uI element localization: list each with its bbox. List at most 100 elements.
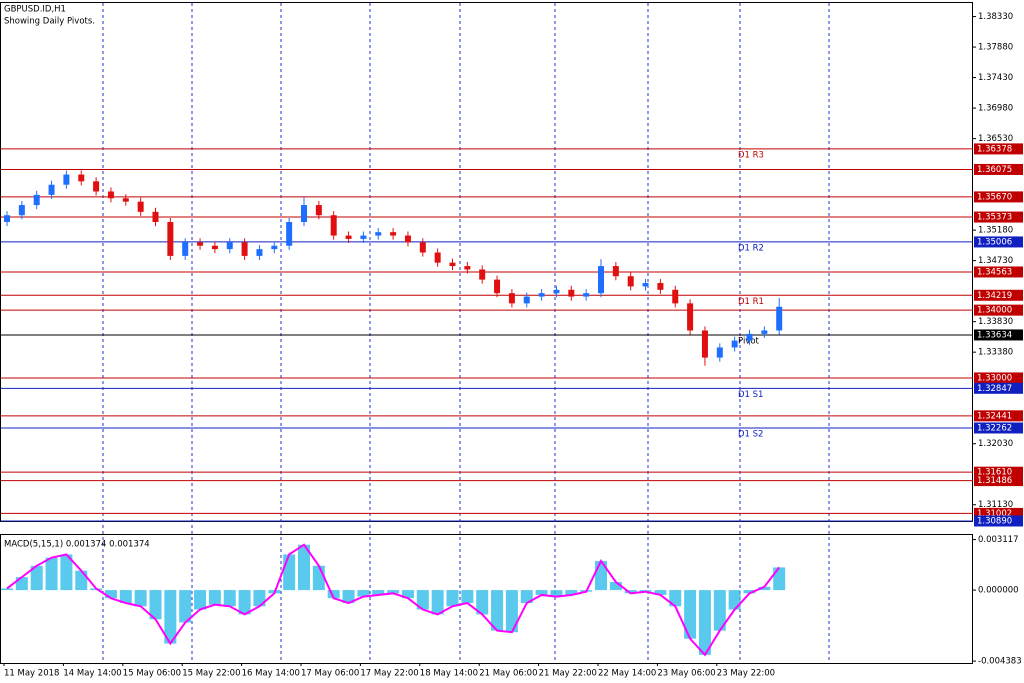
- price-tag: [974, 515, 1023, 527]
- macd-bar: [698, 590, 711, 655]
- candle-body: [33, 194, 40, 206]
- price-tag: [974, 372, 1023, 384]
- price-tag: [974, 143, 1023, 155]
- macd-bar: [773, 567, 786, 591]
- macd-bar: [45, 557, 58, 591]
- macd-bar: [238, 590, 251, 615]
- macd-bar: [461, 590, 474, 604]
- price-tag-label: 1.33000: [977, 373, 1012, 383]
- candle-body: [48, 184, 55, 195]
- price-tag-label: 1.30890: [977, 517, 1012, 527]
- x-tick-label: 11 May 2018: [4, 669, 59, 679]
- candle-body: [716, 347, 723, 358]
- macd-bar: [75, 570, 88, 591]
- macd-bar: [520, 590, 533, 604]
- macd-bar: [194, 590, 207, 610]
- macd-bar: [223, 590, 236, 607]
- pivot-name: D1 R3: [738, 150, 764, 160]
- candle-body: [152, 211, 159, 222]
- pivot-name: D1 S2: [738, 429, 763, 439]
- chart-title: GBPUSD.ID,H1: [4, 5, 66, 15]
- y-tick-label: 1.33830: [978, 317, 1013, 327]
- candle-body: [583, 293, 590, 297]
- candle-body: [776, 306, 783, 331]
- x-tick-label: 23 May 06:00: [657, 669, 715, 679]
- y-tick-label: 1.35180: [978, 226, 1013, 236]
- macd-bar: [164, 590, 177, 644]
- macd-bar: [283, 554, 296, 591]
- macd-bar: [357, 590, 370, 597]
- y-tick-label: 1.36980: [978, 104, 1013, 114]
- candle-body: [122, 198, 129, 202]
- macd-bar: [535, 590, 548, 595]
- price-tag: [974, 329, 1023, 341]
- candle-body: [508, 293, 515, 304]
- macd-bar: [253, 590, 266, 607]
- pivot-name: Pivot: [738, 336, 760, 346]
- pivot-name: D1 S1: [738, 390, 763, 400]
- macd-label: MACD(5,15,1) 0.001374 0.001374: [4, 540, 150, 550]
- x-tick-label: 15 May 22:00: [182, 669, 240, 679]
- candle-body: [568, 289, 575, 297]
- candle-body: [345, 235, 352, 239]
- price-tag-label: 1.36075: [977, 165, 1012, 175]
- candle-body: [687, 303, 694, 331]
- x-tick-label: 17 May 22:00: [360, 669, 418, 679]
- macd-bar: [624, 590, 637, 594]
- macd-bar: [491, 590, 504, 631]
- macd-tick-label: -0.004383: [978, 657, 1022, 667]
- candle-body: [538, 293, 545, 297]
- candle-body: [419, 242, 426, 253]
- macd-bar: [684, 590, 697, 639]
- macd-bar: [550, 590, 563, 597]
- price-tag-label: 1.32441: [977, 411, 1012, 421]
- candle-body: [731, 340, 738, 348]
- candle-body: [404, 235, 411, 243]
- y-tick-label: 1.37430: [978, 73, 1013, 83]
- x-tick-label: 15 May 06:00: [123, 669, 181, 679]
- x-tick-label: 23 May 22:00: [717, 669, 775, 679]
- candle-body: [494, 279, 501, 294]
- macd-bar: [208, 590, 221, 605]
- y-tick-label: 1.34730: [978, 256, 1013, 266]
- candle-body: [137, 201, 144, 212]
- macd-bar: [565, 590, 578, 595]
- y-tick-label: 1.33380: [978, 348, 1013, 358]
- macd-bar: [743, 590, 756, 594]
- macd-tick-label: 0.003117: [978, 535, 1019, 545]
- macd-bar: [119, 590, 132, 604]
- price-tag: [974, 422, 1023, 434]
- candle-body: [286, 221, 293, 246]
- candle-body: [434, 252, 441, 263]
- macd-bar: [758, 586, 771, 591]
- macd-tick-label: 0.000000: [978, 586, 1019, 596]
- candle-body: [612, 266, 619, 277]
- candle-body: [746, 333, 753, 341]
- price-tag: [974, 466, 1023, 478]
- price-tag: [974, 382, 1023, 394]
- macd-bar: [179, 590, 192, 623]
- candle-body: [390, 232, 397, 236]
- candle-body: [672, 289, 679, 304]
- macd-bar: [476, 590, 489, 615]
- price-tag-label: 1.31610: [977, 468, 1012, 478]
- macd-bar: [104, 590, 117, 599]
- candle-body: [479, 269, 486, 280]
- macd-bar: [60, 554, 73, 591]
- macd-signal: [6, 543, 780, 657]
- macd-bar: [149, 590, 162, 620]
- macd-bar: [401, 590, 414, 599]
- macd-bar: [609, 581, 622, 591]
- candle-body: [642, 283, 649, 287]
- candle-body: [449, 262, 456, 267]
- price-tag-label: 1.32847: [977, 384, 1012, 394]
- candle-body: [63, 174, 70, 185]
- price-tag-label: 1.33634: [977, 330, 1012, 340]
- candle-body: [4, 215, 10, 222]
- price-tag-label: 1.31002: [977, 509, 1012, 519]
- candle-body: [523, 296, 530, 304]
- price-tag: [974, 236, 1023, 248]
- macd-bar: [15, 577, 28, 591]
- price-tag: [974, 304, 1023, 316]
